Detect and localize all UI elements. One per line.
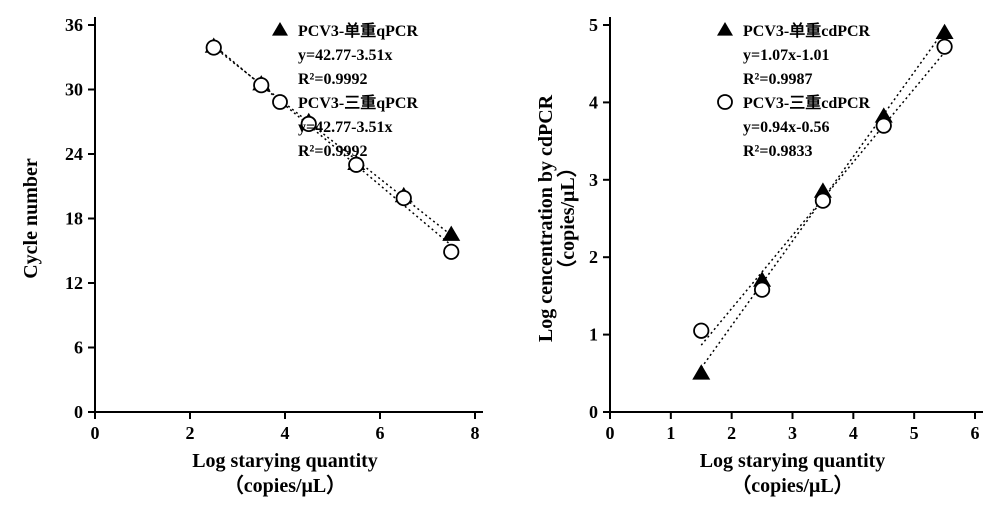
svg-text:3: 3: [589, 170, 598, 190]
svg-text:1: 1: [589, 325, 598, 345]
svg-text:8: 8: [471, 423, 480, 443]
svg-text:（copies/μL）: （copies/μL）: [731, 474, 853, 497]
svg-text:6: 6: [971, 423, 980, 443]
svg-text:30: 30: [65, 80, 83, 100]
svg-text:（copies/μL）: （copies/μL）: [224, 474, 346, 497]
svg-text:4: 4: [281, 423, 290, 443]
right-chart-svg: 0123456012345Log starying quantity（copie…: [500, 0, 1000, 507]
svg-text:Log starying quantity: Log starying quantity: [192, 450, 378, 472]
svg-text:2: 2: [186, 423, 195, 443]
svg-text:y=0.94x-0.56: y=0.94x-0.56: [743, 119, 829, 136]
svg-text:4: 4: [849, 423, 858, 443]
svg-text:2: 2: [727, 423, 736, 443]
svg-text:PCV3-单重cdPCR: PCV3-单重cdPCR: [743, 21, 871, 40]
svg-text:5: 5: [910, 423, 919, 443]
svg-text:18: 18: [65, 209, 83, 229]
svg-text:y=42.77-3.51x: y=42.77-3.51x: [298, 47, 392, 64]
right-chart-panel: 0123456012345Log starying quantity（copie…: [500, 0, 1000, 507]
svg-text:R²=0.9833: R²=0.9833: [743, 143, 812, 160]
svg-text:4: 4: [589, 92, 598, 112]
svg-text:Log starying quantity: Log starying quantity: [700, 450, 886, 472]
svg-text:y=1.07x-1.01: y=1.07x-1.01: [743, 47, 829, 64]
left-chart-panel: 02468061218243036Log starying quantity（c…: [0, 0, 500, 507]
svg-text:PCV3-单重qPCR: PCV3-单重qPCR: [298, 21, 418, 40]
svg-text:R²=0.9987: R²=0.9987: [743, 71, 812, 88]
svg-text:24: 24: [65, 144, 83, 164]
left-chart-svg: 02468061218243036Log starying quantity（c…: [0, 0, 500, 507]
svg-text:1: 1: [666, 423, 675, 443]
svg-text:0: 0: [74, 402, 83, 422]
svg-text:6: 6: [376, 423, 385, 443]
svg-text:（copies/μL）: （copies/μL）: [556, 157, 579, 279]
svg-text:Log cencentration by cdPCR: Log cencentration by cdPCR: [535, 94, 557, 342]
svg-text:R²=0.9992: R²=0.9992: [298, 143, 367, 160]
svg-text:y=42.77-3.51x: y=42.77-3.51x: [298, 119, 392, 136]
svg-text:5: 5: [589, 15, 598, 35]
svg-text:6: 6: [74, 338, 83, 358]
svg-text:0: 0: [589, 402, 598, 422]
svg-text:0: 0: [606, 423, 615, 443]
svg-text:Cycle number: Cycle number: [20, 158, 42, 279]
svg-text:2: 2: [589, 247, 598, 267]
svg-text:3: 3: [788, 423, 797, 443]
svg-text:PCV3-三重cdPCR: PCV3-三重cdPCR: [743, 93, 871, 112]
svg-text:R²=0.9992: R²=0.9992: [298, 71, 367, 88]
svg-text:0: 0: [91, 423, 100, 443]
svg-text:PCV3-三重qPCR: PCV3-三重qPCR: [298, 93, 418, 112]
svg-text:36: 36: [65, 15, 83, 35]
svg-text:12: 12: [65, 273, 83, 293]
